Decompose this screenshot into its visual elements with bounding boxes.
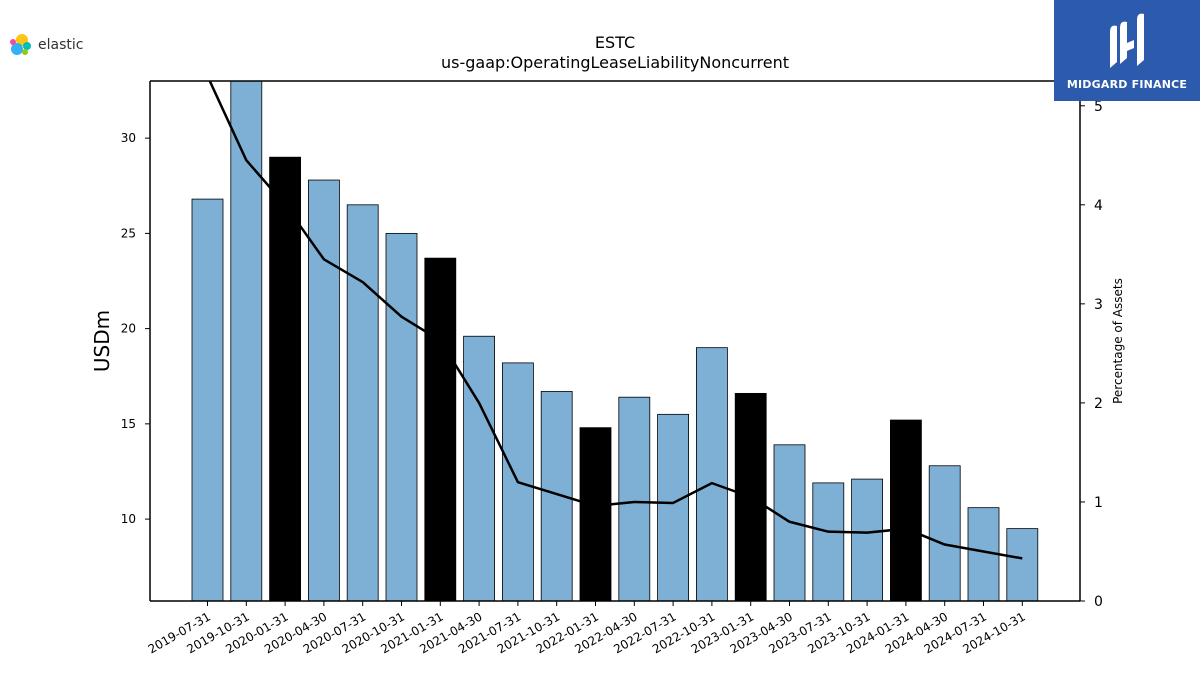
bar-2020-07-31 (346, 204, 379, 601)
y-tick-label: 10 (121, 512, 136, 526)
bar-2022-07-31 (657, 413, 689, 601)
elastic-logo-icon (10, 34, 31, 55)
bar-2020-01-31 (269, 156, 302, 601)
elastic-brand: elastic (8, 32, 83, 58)
bar-2019-07-31 (191, 198, 224, 601)
chart-subtitle: us-gaap:OperatingLeaseLiabilityNoncurren… (441, 53, 789, 72)
y2-tick-label: 5 (1094, 99, 1103, 115)
y-tick-label: 20 (121, 322, 136, 336)
bar-2022-04-30 (618, 396, 651, 601)
bar-2022-10-31 (696, 347, 728, 601)
percentage-of-assets-line (208, 81, 1023, 560)
bar-2021-01-31 (424, 257, 457, 601)
bar-2023-10-31 (851, 478, 883, 601)
bar-2020-04-30 (307, 179, 340, 601)
bar-2020-10-31 (385, 232, 418, 601)
bars-layer (191, 81, 1039, 601)
bar-2021-04-30 (463, 335, 496, 601)
y2-tick-label: 3 (1094, 297, 1103, 313)
elastic-brand-text: elastic (38, 37, 84, 53)
y2-tick-label: 4 (1094, 198, 1103, 214)
y2-tick-label: 0 (1094, 594, 1103, 610)
bar-2019-10-31 (230, 81, 263, 601)
y-tick-label: 15 (121, 417, 136, 431)
y-tick-label: 30 (121, 131, 136, 145)
bar-2024-04-30 (928, 465, 961, 601)
bar-2024-01-31 (890, 419, 922, 601)
y2-tick-label: 1 (1094, 495, 1103, 511)
midgard-brand: MIDGARD FINANCE (1054, 0, 1200, 101)
midgard-brand-text: MIDGARD FINANCE (1066, 78, 1188, 91)
line-layer (208, 81, 1023, 560)
midgard-logo-icon (1110, 13, 1144, 69)
y-axis-label: USDm (90, 310, 114, 372)
y2-axis-label: Percentage of Assets (1111, 278, 1125, 404)
bar-2023-07-31 (812, 482, 845, 601)
chart-title: ESTC (595, 33, 635, 52)
y-tick-label: 25 (121, 226, 136, 240)
bar-2022-01-31 (579, 427, 612, 601)
bar-2024-10-31 (1006, 528, 1039, 601)
y2-tick-label: 2 (1094, 396, 1103, 412)
